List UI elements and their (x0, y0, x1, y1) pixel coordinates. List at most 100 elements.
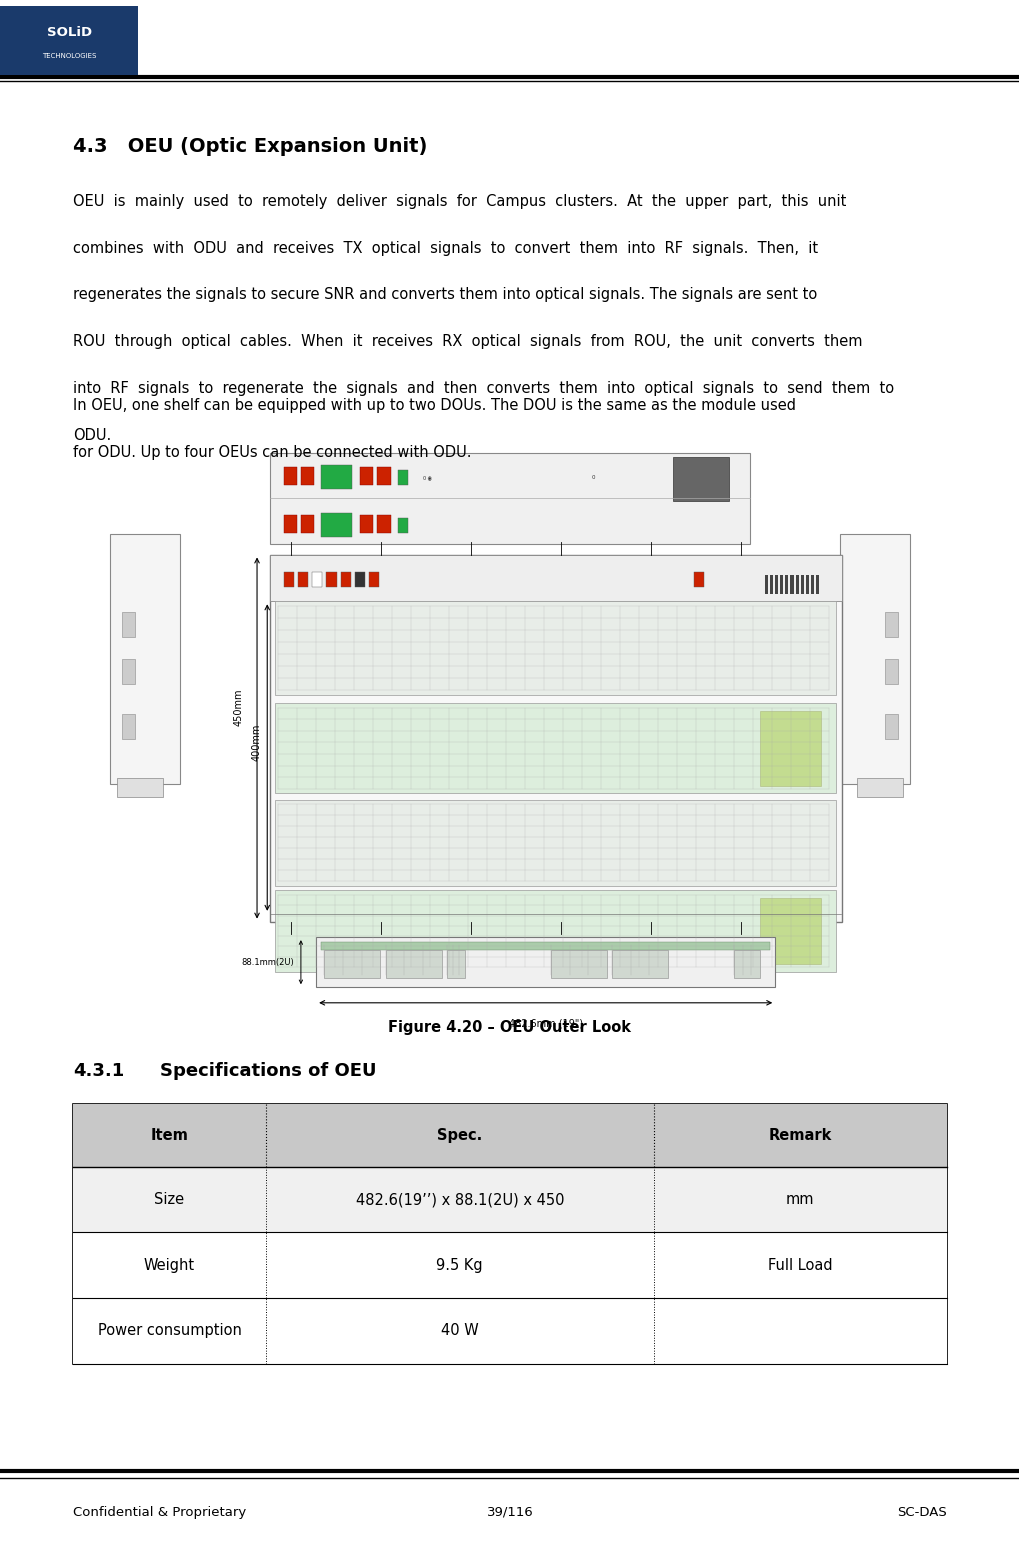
Text: 4.3   OEU (Optic Expansion Unit): 4.3 OEU (Optic Expansion Unit) (73, 137, 427, 156)
Bar (355, 572, 365, 587)
Bar (265, 1298, 653, 1364)
Bar (805, 575, 808, 594)
Bar (800, 575, 803, 594)
Text: 88.1mm(2U): 88.1mm(2U) (240, 958, 293, 967)
Bar (840, 534, 909, 784)
Bar (759, 711, 820, 786)
Bar (301, 515, 314, 534)
Bar (117, 778, 163, 797)
Bar (693, 572, 703, 587)
Bar (321, 942, 769, 950)
Text: Specifications of OEU: Specifications of OEU (160, 1062, 376, 1081)
Text: Figure 4.20 – OEU Outer Look: Figure 4.20 – OEU Outer Look (388, 1020, 631, 1036)
Bar (324, 950, 380, 978)
Text: Size: Size (154, 1192, 184, 1207)
Text: into  RF  signals  to  regenerate  the  signals  and  then  converts  them  into: into RF signals to regenerate the signal… (73, 381, 894, 397)
Bar (550, 950, 606, 978)
Bar (360, 515, 373, 534)
Bar (122, 612, 135, 637)
Text: for ODU. Up to four OEUs can be connected with ODU.: for ODU. Up to four OEUs can be connecte… (73, 445, 472, 461)
Bar (110, 534, 179, 784)
Bar (780, 575, 783, 594)
Bar (275, 800, 836, 886)
Text: SC-DAS: SC-DAS (896, 1506, 946, 1518)
Bar (884, 659, 897, 684)
Bar (275, 890, 836, 972)
Bar (653, 1232, 946, 1298)
Text: mm: mm (786, 1192, 814, 1207)
Text: Full Load: Full Load (767, 1257, 832, 1273)
Text: regenerates the signals to secure SNR and converts them into optical signals. Th: regenerates the signals to secure SNR an… (73, 287, 817, 303)
Text: 450mm: 450mm (233, 687, 244, 726)
Text: 0 ◉: 0 ◉ (423, 475, 432, 480)
Bar (73, 1167, 265, 1232)
Bar (326, 572, 336, 587)
Text: combines  with  ODU  and  receives  TX  optical  signals  to  convert  them  int: combines with ODU and receives TX optica… (73, 241, 818, 256)
Bar (611, 950, 667, 978)
Bar (275, 601, 836, 695)
Bar (0, 6, 138, 75)
Bar (283, 515, 297, 534)
Text: Confidential & Proprietary: Confidential & Proprietary (73, 1506, 247, 1518)
Text: OEU  is  mainly  used  to  remotely  deliver  signals  for  Campus  clusters.  A: OEU is mainly used to remotely deliver s… (73, 194, 846, 209)
Bar (265, 1104, 653, 1167)
Bar (764, 575, 767, 594)
Bar (785, 575, 788, 594)
Bar (283, 572, 293, 587)
Bar (73, 1104, 946, 1364)
Text: Spec.: Spec. (437, 1128, 482, 1143)
Bar (301, 467, 314, 486)
Text: In OEU, one shelf can be equipped with up to two DOUs. The DOU is the same as th: In OEU, one shelf can be equipped with u… (73, 398, 796, 414)
Text: TECHNOLOGIES: TECHNOLOGIES (42, 53, 97, 59)
Bar (321, 465, 352, 489)
Text: 482.6(19’’) x 88.1(2U) x 450: 482.6(19’’) x 88.1(2U) x 450 (356, 1192, 564, 1207)
Text: ODU.: ODU. (73, 428, 112, 444)
Bar (856, 778, 902, 797)
Bar (653, 1167, 946, 1232)
Text: 9.5 Kg: 9.5 Kg (436, 1257, 483, 1273)
Bar (283, 467, 297, 486)
Bar (270, 555, 841, 601)
Bar (275, 703, 836, 793)
Bar (369, 572, 379, 587)
Text: Remark: Remark (768, 1128, 832, 1143)
Text: SOLiD: SOLiD (47, 27, 92, 39)
Text: Power consumption: Power consumption (98, 1323, 242, 1339)
Bar (377, 515, 390, 534)
Text: Weight: Weight (144, 1257, 195, 1273)
Text: 400mm: 400mm (252, 723, 262, 761)
Text: 40 W: 40 W (440, 1323, 478, 1339)
Text: 4.3.1: 4.3.1 (73, 1062, 124, 1081)
Text: 0: 0 (591, 475, 594, 480)
Bar (653, 1298, 946, 1364)
Bar (321, 512, 352, 537)
Bar (759, 898, 820, 964)
Bar (312, 572, 322, 587)
Bar (385, 950, 441, 978)
Bar (316, 937, 774, 987)
Bar (340, 572, 351, 587)
Bar (270, 453, 749, 544)
Bar (810, 575, 813, 594)
Bar (73, 1104, 265, 1167)
Bar (377, 467, 390, 486)
Bar (815, 575, 818, 594)
Bar (774, 575, 777, 594)
Bar (73, 1298, 265, 1364)
Bar (884, 714, 897, 739)
Bar (790, 575, 793, 594)
Text: 482.6mm (19"): 482.6mm (19") (508, 1018, 582, 1028)
Bar (397, 470, 408, 486)
Bar (265, 1232, 653, 1298)
Text: 39/116: 39/116 (486, 1506, 533, 1518)
Bar (653, 1104, 946, 1167)
Bar (884, 612, 897, 637)
Text: Item: Item (151, 1128, 189, 1143)
Bar (769, 575, 772, 594)
Bar (122, 714, 135, 739)
Bar (270, 555, 841, 922)
Bar (360, 467, 373, 486)
Bar (298, 572, 308, 587)
Bar (122, 659, 135, 684)
Bar (73, 1232, 265, 1298)
